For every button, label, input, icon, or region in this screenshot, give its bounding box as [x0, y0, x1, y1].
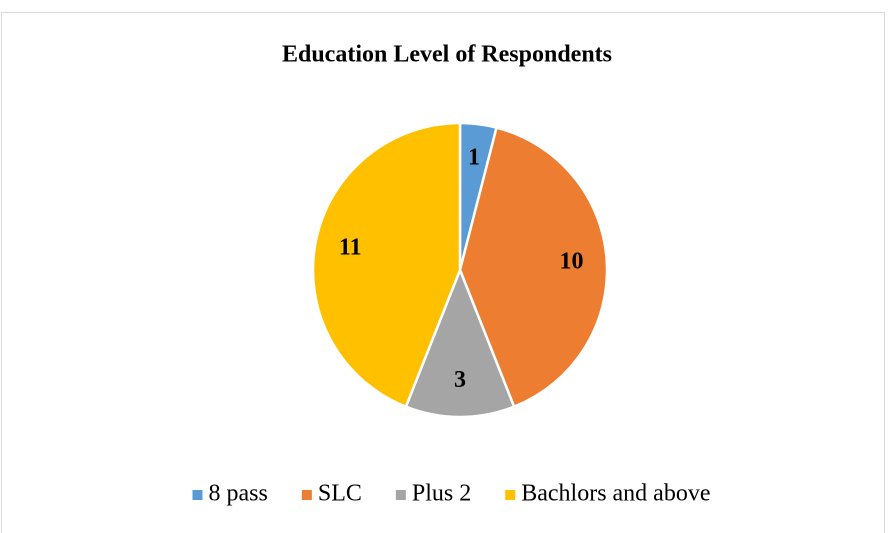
legend-swatch: [301, 490, 312, 500]
legend-label: Bachlors and above: [521, 481, 710, 507]
pie-slice: [458, 126, 609, 409]
legend-swatch: [505, 490, 516, 500]
pie-slice: [311, 121, 462, 409]
data-label: 3: [454, 367, 466, 393]
legend-label: 8 pass: [209, 481, 268, 507]
data-label: 11: [339, 235, 362, 261]
legend-swatch: [395, 490, 406, 500]
chart-title: Education Level of Respondents: [282, 42, 612, 68]
legend-label: SLC: [318, 481, 362, 507]
legend-swatch: [192, 490, 203, 500]
legend-label: Plus 2: [412, 481, 471, 507]
data-label: 1: [468, 145, 480, 171]
data-label: 10: [559, 248, 583, 274]
pie-slice: [404, 266, 516, 419]
